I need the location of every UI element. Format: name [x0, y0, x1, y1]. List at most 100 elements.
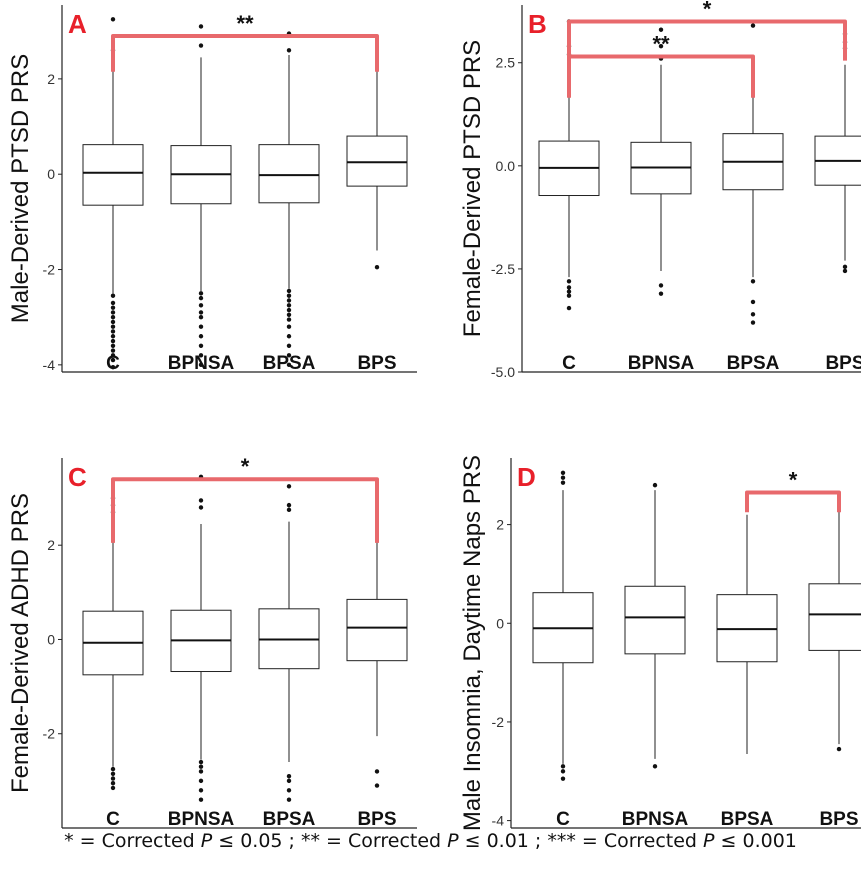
outlier-point: [198, 295, 204, 301]
outlier-point: [560, 769, 566, 774]
outlier-point: [750, 320, 756, 325]
panel-letter: C: [68, 462, 87, 492]
x-category-label: BPSA: [727, 353, 780, 374]
footnote-part: * = Corrected: [64, 830, 201, 852]
outlier-point: [198, 314, 204, 320]
box-iqr: [808, 583, 861, 651]
y-tick-label: 2.5: [496, 55, 516, 71]
box-iqr: [346, 135, 408, 187]
outlier-point: [374, 769, 380, 774]
outlier-point: [286, 797, 292, 802]
box-bps: [346, 540, 408, 788]
outlier-point: [658, 291, 664, 296]
outlier-point: [286, 293, 292, 298]
y-tick-label: -4: [492, 813, 505, 829]
outlier-point: [110, 305, 116, 310]
outlier-point: [110, 365, 116, 370]
outlier-point: [110, 319, 116, 325]
footnote-part: ≤ 0.001: [714, 830, 797, 852]
outlier-point: [374, 783, 380, 788]
outlier-point: [198, 343, 204, 348]
outlier-point: [110, 334, 116, 339]
x-category-label: BPS: [357, 809, 396, 830]
outlier-point: [110, 348, 116, 353]
outlier-point: [110, 771, 116, 776]
panel-a: 2 0 -2 -4 Male-Derived PTSD PRS A C BPNSA BPSA BP…: [7, 5, 417, 374]
outlier-point: [750, 23, 756, 28]
outlier-point: [110, 781, 116, 786]
outlier-point: [652, 764, 658, 769]
outlier-point: [110, 766, 116, 772]
panel-letter: A: [68, 9, 87, 39]
y-axis-title: Male-Derived PTSD PRS: [7, 54, 34, 323]
outlier-point: [110, 353, 116, 358]
outlier-point: [286, 778, 292, 784]
outlier-point: [198, 353, 204, 358]
outlier-point: [566, 305, 572, 311]
significance-label: **: [652, 32, 670, 57]
x-category-label: BPS: [357, 353, 396, 374]
x-category-label: C: [106, 809, 120, 830]
significance-label: *: [241, 454, 250, 479]
footnote-part: P: [703, 830, 715, 852]
y-axis-title: Female-Derived PTSD PRS: [459, 40, 486, 337]
y-tick-label: 2: [47, 71, 55, 87]
outlier-point: [286, 484, 292, 489]
box-c: [532, 470, 594, 781]
outlier-point: [566, 289, 572, 294]
outlier-point: [286, 362, 292, 368]
y-tick-label: -2: [492, 714, 505, 730]
x-category-label: BPNSA: [628, 353, 695, 374]
outlier-point: [374, 264, 380, 270]
y-tick-label: -4: [43, 357, 56, 373]
box-bpnsa: [170, 474, 232, 802]
outlier-point: [198, 505, 204, 510]
box-iqr: [624, 585, 686, 655]
box-iqr: [346, 598, 408, 662]
outlier-point: [198, 362, 204, 368]
outlier-point: [198, 324, 204, 329]
x-category-label: C: [106, 353, 120, 374]
outlier-point: [198, 43, 204, 48]
outlier-point: [560, 776, 566, 781]
outlier-point: [836, 746, 842, 752]
y-tick-label: 2: [47, 537, 55, 553]
box-bps: [814, 31, 861, 274]
x-category-label: C: [556, 809, 570, 830]
x-category-label: BPSA: [721, 809, 774, 830]
outlier-point: [658, 44, 664, 49]
outlier-point: [842, 268, 848, 274]
box-bpsa: [258, 484, 320, 802]
box-iqr: [82, 144, 144, 206]
outlier-point: [286, 324, 292, 329]
outlier-point: [110, 17, 116, 22]
significance-label: *: [789, 468, 798, 493]
outlier-point: [198, 291, 204, 296]
outlier-point: [110, 293, 116, 298]
box-iqr: [258, 144, 320, 204]
outlier-point: [110, 310, 116, 315]
outlier-point: [110, 357, 116, 363]
outlier-point: [566, 279, 572, 284]
outlier-point: [286, 353, 292, 358]
footnote-part: ≤ 0.01 ; *** = Corrected: [458, 830, 704, 852]
outlier-point: [286, 48, 292, 53]
outlier-point: [198, 797, 204, 802]
significance-bracket: [111, 33, 379, 72]
x-category-label: C: [562, 353, 576, 374]
box-bps: [808, 509, 861, 752]
outlier-point: [560, 480, 566, 485]
x-category-label: BPNSA: [622, 809, 689, 830]
box-bpnsa: [630, 27, 692, 296]
outlier-point: [110, 300, 116, 306]
outlier-point: [286, 334, 292, 339]
x-category-label: BPSA: [263, 809, 316, 830]
outlier-point: [286, 507, 292, 513]
significance-bracket: [111, 477, 379, 543]
panel-b: 2.5 0.0 -2.5 -5.0 Female-Derived PTSD PRS B C B…: [459, 0, 861, 380]
outlier-point: [198, 769, 204, 774]
outlier-point: [560, 470, 566, 475]
outlier-point: [110, 776, 116, 781]
outlier-point: [286, 502, 292, 508]
outlier-point: [198, 24, 204, 29]
